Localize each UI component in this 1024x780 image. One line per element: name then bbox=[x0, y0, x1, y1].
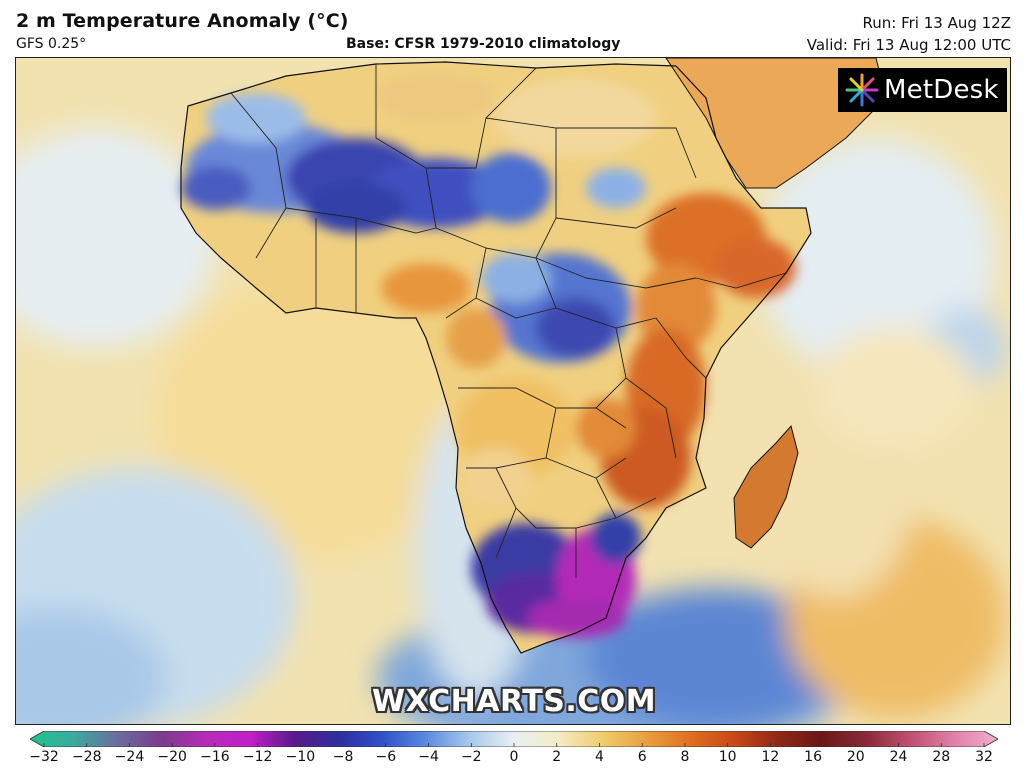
legend-tick-label: 28 bbox=[932, 749, 951, 765]
legend-tick-label: 6 bbox=[637, 749, 647, 765]
madagascar-landmass bbox=[734, 426, 798, 548]
madagascar-coastline bbox=[733, 424, 799, 549]
run-time-label: Run: Fri 13 Aug 12Z bbox=[862, 14, 1012, 32]
legend-tick-label: 24 bbox=[889, 749, 908, 765]
country-borders bbox=[230, 64, 787, 578]
valid-time-label: Valid: Fri 13 Aug 12:00 UTC bbox=[806, 36, 1011, 54]
legend-tick-label: 20 bbox=[846, 749, 865, 765]
africa-coastline bbox=[180, 61, 812, 654]
color-scale-gradient bbox=[30, 731, 998, 747]
land-anomaly-field bbox=[181, 73, 796, 638]
legend-tick-label: 16 bbox=[804, 749, 822, 765]
metdesk-logo-text: MetDesk bbox=[884, 75, 999, 105]
arabia-landmass bbox=[666, 58, 886, 188]
legend-tick-label: −28 bbox=[71, 749, 102, 765]
legend-tick-label: −16 bbox=[200, 749, 230, 765]
metdesk-logo-icon bbox=[845, 73, 879, 107]
legend-tick-label: 12 bbox=[761, 749, 780, 765]
wxcharts-watermark: WXCHARTS.COM bbox=[372, 684, 657, 719]
color-scale-bar bbox=[30, 731, 998, 747]
chart-title: 2 m Temperature Anomaly (°C) bbox=[16, 10, 349, 32]
legend-tick-label: 10 bbox=[718, 749, 737, 765]
legend-tick-label: −2 bbox=[460, 749, 482, 765]
ocean-anomaly-field bbox=[16, 128, 1006, 724]
legend-tick-label: −8 bbox=[332, 749, 354, 765]
legend-tick-label: −10 bbox=[285, 749, 316, 765]
legend-tick-label: −12 bbox=[242, 749, 273, 765]
legend-tick-label: −32 bbox=[29, 749, 59, 765]
legend-tick-label: 0 bbox=[509, 749, 519, 765]
legend-tick-label: 8 bbox=[680, 749, 690, 765]
color-scale-legend: −32 −28 −24 −20 −16 −12 −10 −8 −6 −4 −2 0 2 4 6 8 10 12 16… bbox=[29, 731, 998, 775]
base-climatology-label: Base: CFSR 1979-2010 climatology bbox=[346, 36, 621, 52]
map-canvas bbox=[16, 58, 1010, 724]
legend-tick-label: 2 bbox=[552, 749, 562, 765]
model-label: GFS 0.25° bbox=[16, 36, 87, 52]
anomaly-map: MetDesk WXCHARTS.COM bbox=[15, 57, 1011, 725]
legend-tick-label: −4 bbox=[418, 749, 439, 765]
legend-tick-label: −6 bbox=[375, 749, 397, 765]
legend-tick-label: 4 bbox=[594, 749, 604, 765]
legend-tick-label: −24 bbox=[114, 749, 145, 765]
metdesk-logo: MetDesk bbox=[838, 68, 1007, 112]
legend-tick-label: −20 bbox=[157, 749, 187, 765]
legend-tick-label: 32 bbox=[975, 749, 993, 765]
